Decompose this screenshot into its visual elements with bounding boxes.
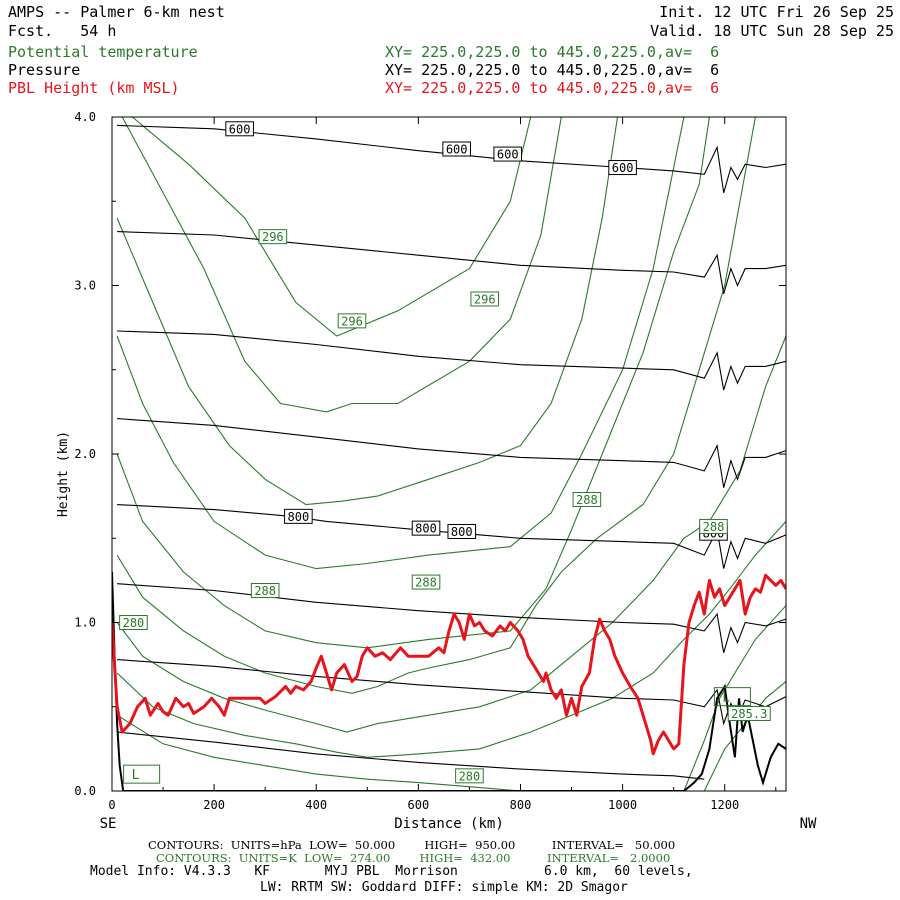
terrain-line <box>112 571 786 791</box>
y-tick-label: 2.0 <box>74 447 96 461</box>
field-name-pressure: Pressure <box>8 61 81 79</box>
theta-contour-9 <box>683 605 786 791</box>
field-xy-pressure: XY= 225.0,225.0 to 445.0,225.0,av= 6 <box>385 61 720 79</box>
footer-pressure-contours: CONTOURS: UNITS=hPa LOW= 50.000 HIGH= 95… <box>148 838 676 852</box>
theta-contour-2 <box>116 117 619 506</box>
pressure-label: 600 <box>229 122 251 136</box>
pressure-contour-900 <box>117 659 786 726</box>
pressure-contour-650 <box>117 231 786 295</box>
x-tick-label: 600 <box>408 798 430 812</box>
pbl-line <box>112 573 786 756</box>
theta-label-box <box>455 768 484 784</box>
theta-label: 280 <box>123 616 145 630</box>
y-tick-label: 0.0 <box>74 784 96 798</box>
pressure-contours <box>117 124 786 780</box>
extrema-label: L <box>132 768 140 783</box>
theta-contour-3 <box>116 117 685 570</box>
footer-model-info: Model Info: V4.3.3 KF MYJ PBL Morrison 6… <box>90 864 693 879</box>
pressure-label: 600 <box>612 161 634 175</box>
forecast-hour: Fcst. 54 h <box>8 22 117 40</box>
theta-contour-4 <box>116 117 710 649</box>
plot-frame <box>111 116 787 792</box>
x-tick-label: 1200 <box>710 798 739 812</box>
init-time: Init. 12 UTC Fri 26 Sep 25 <box>659 3 894 21</box>
field-xy-pbl: XY= 225.0,225.0 to 445.0,225.0,av= 6 <box>385 79 720 97</box>
x-tick-label: 1000 <box>608 798 637 812</box>
right-end-label: NW <box>800 816 817 832</box>
theta-label: 285.3 <box>731 707 767 721</box>
footer-physics-info: LW: RRTM SW: Goddard DIFF: simple KM: 2D… <box>260 880 628 895</box>
model-title: AMPS -- Palmer 6-km nest <box>8 3 225 21</box>
extrema-box <box>713 687 751 707</box>
x-tick-label: 200 <box>203 798 225 812</box>
pressure-label-box <box>447 524 477 540</box>
left-end-label: SE <box>100 816 117 832</box>
terrain-profile <box>112 571 786 791</box>
theta-label-box <box>258 229 288 245</box>
theta-label: 288 <box>703 520 725 534</box>
theta-label-box <box>727 705 771 721</box>
theta-label-box <box>119 615 148 630</box>
x-axis-label: Distance (km) <box>394 816 504 832</box>
y-tick-label: 3.0 <box>74 279 96 293</box>
theta-contour-5 <box>116 117 756 694</box>
theta-label: 296 <box>341 314 363 328</box>
pressure-label-box <box>493 146 523 162</box>
pressure-label-box <box>284 508 313 524</box>
contour-labels: 6006006006008008008008002962962962882882… <box>119 121 771 784</box>
theta-contour-1 <box>121 117 562 413</box>
valid-time: Valid. 18 UTC Sun 28 Sep 25 <box>650 22 894 40</box>
axes: 0 200 400 600 800 1000 1200 0.0 1.0 2.0 3.0 4.0 <box>74 110 786 812</box>
theta-label: 296 <box>262 230 284 244</box>
theta-label-box <box>699 518 728 534</box>
theta-label-box <box>411 574 441 590</box>
pressure-label: 600 <box>497 148 519 162</box>
field-name-theta: Potential temperature <box>8 43 198 61</box>
extrema-label: L <box>722 691 730 706</box>
y-axis-label: Height (km) <box>56 431 71 517</box>
theta-contour-0 <box>132 117 532 337</box>
x-tick-label: 400 <box>305 798 327 812</box>
pressure-contour-700 <box>117 330 786 391</box>
pbl-height-line <box>112 573 786 756</box>
pressure-contour-750 <box>117 418 786 488</box>
pressure-contour-850 <box>117 583 786 653</box>
y-tick-label: 1.0 <box>74 616 96 630</box>
theta-contour-8 <box>116 714 521 791</box>
theta-contours <box>116 117 786 791</box>
x-tick-label: 0 <box>108 798 115 812</box>
theta-label-box <box>572 491 602 507</box>
theta-contour-7 <box>116 521 786 758</box>
theta-label: 288 <box>254 584 276 598</box>
field-name-pbl: PBL Height (km MSL) <box>8 79 180 97</box>
y-tick-label: 4.0 <box>74 110 96 124</box>
theta-label: 288 <box>415 576 437 590</box>
pressure-label-box <box>442 141 471 157</box>
theta-label: 280 <box>459 769 481 783</box>
theta-label-box <box>250 582 280 598</box>
pressure-label: 600 <box>446 143 468 157</box>
theta-label-box <box>470 291 500 307</box>
pressure-label: 800 <box>288 510 310 524</box>
field-xy-theta: XY= 225.0,225.0 to 445.0,225.0,av= 6 <box>385 43 720 61</box>
extrema-box <box>123 764 161 784</box>
pressure-label-box <box>411 520 441 536</box>
theta-label-box <box>337 313 367 329</box>
theta-label: 288 <box>576 493 598 507</box>
pressure-contour-600 <box>117 124 786 193</box>
pressure-label: 800 <box>451 525 473 539</box>
pressure-label: 800 <box>415 522 437 536</box>
theta-label: 296 <box>474 292 496 306</box>
pressure-contour-950 <box>117 731 705 780</box>
pressure-label-box <box>608 160 637 176</box>
pressure-label-box <box>225 121 254 137</box>
x-tick-label: 800 <box>510 798 532 812</box>
footer-theta-contours: CONTOURS: UNITS=K LOW= 274.00 HIGH= 432.… <box>156 851 671 865</box>
